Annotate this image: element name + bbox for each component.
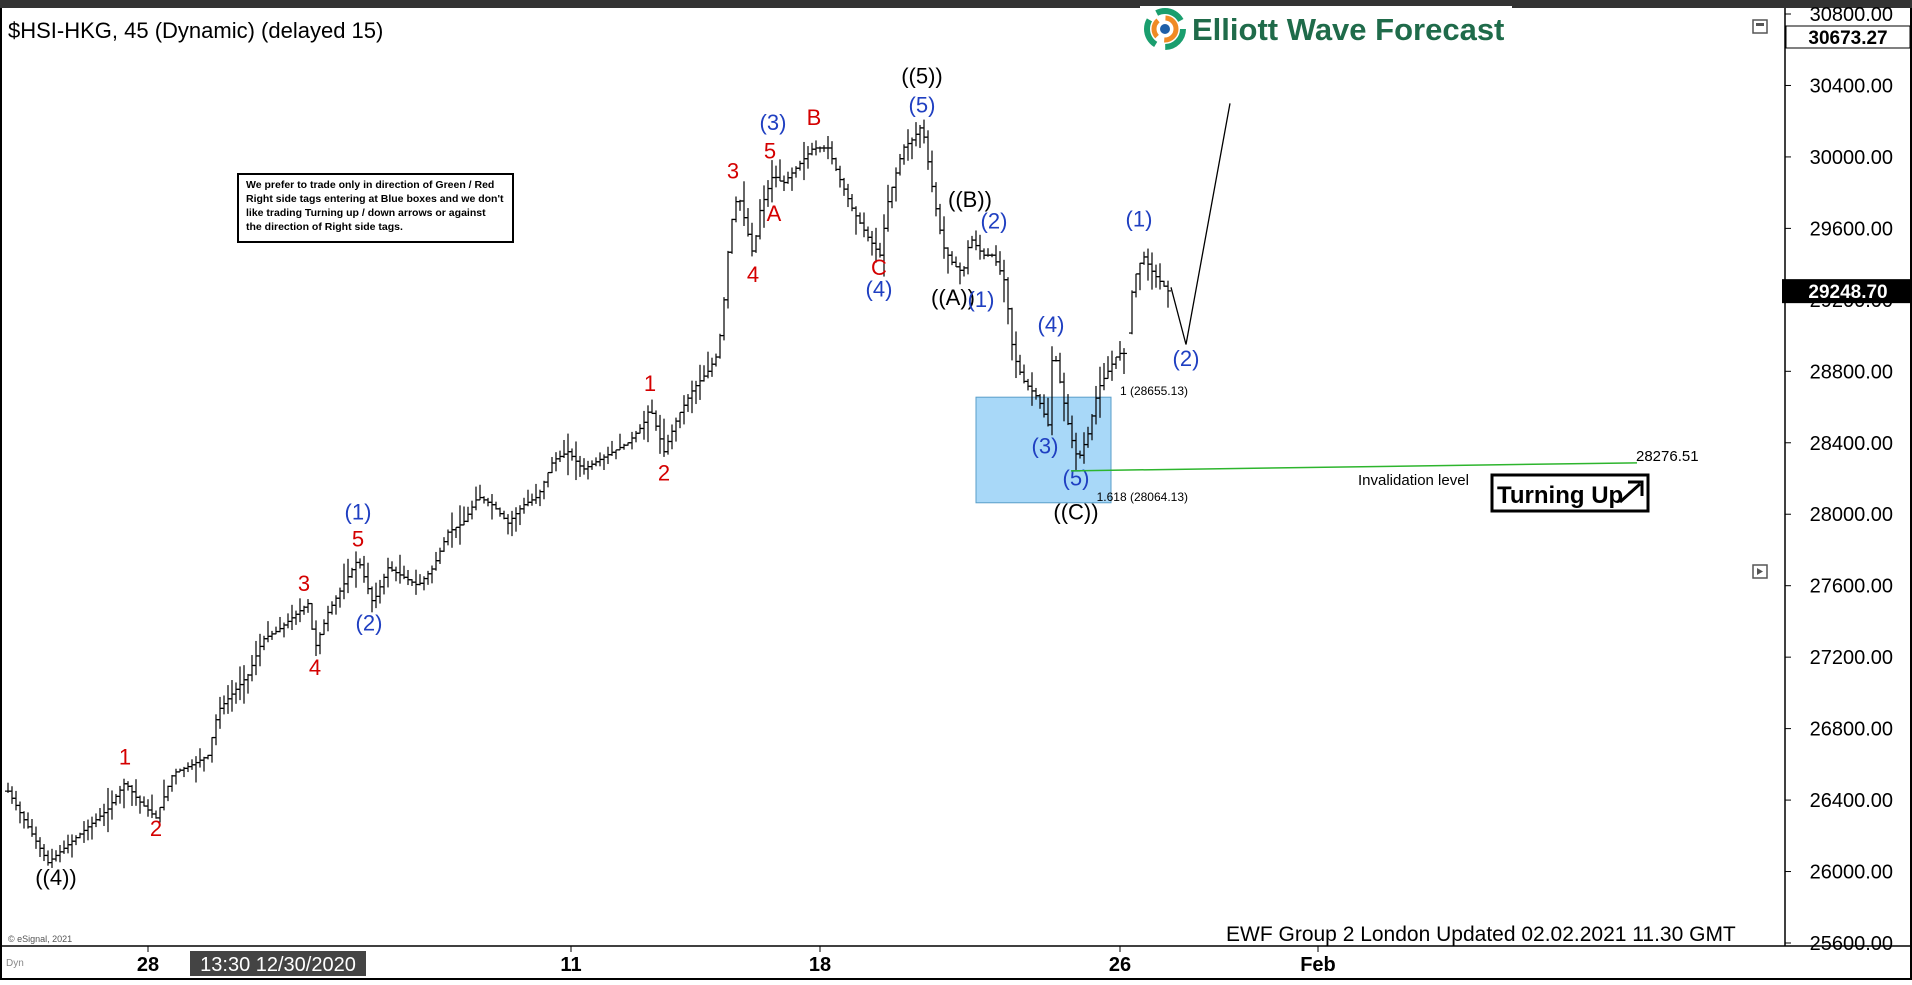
wave-label: 2 [150,816,162,841]
y-tick-label: 30000.00 [1810,147,1893,169]
projection-line [1170,103,1231,345]
wave-label: (2) [1173,346,1200,371]
wave-label: (5) [909,92,936,117]
dyn-label: Dyn [6,958,24,969]
symbol-title: $HSI-HKG, 45 (Dynamic) (delayed 15) [8,18,383,43]
north-east-arrow-icon [1618,480,1644,504]
y-tick-label: 28400.00 [1810,433,1893,455]
brand-logo: Elliott Wave Forecast [1140,6,1512,56]
y-tick-label: 26400.00 [1810,790,1893,812]
last-price-box: 29248.70 [1782,279,1910,304]
y-tick-label: 30800.00 [1810,4,1893,26]
wave-label: 5 [352,526,364,551]
copyright-text: © eSignal, 2021 [8,934,72,944]
fib-1618-label: 1.618 (28064.13) [1097,490,1188,504]
panel-menu-icon[interactable] [1752,19,1768,34]
brand-name: Elliott Wave Forecast [1192,12,1504,47]
wave-label: B [807,105,822,130]
wave-label: ((A)) [931,285,975,310]
y-tick-label: 25600.00 [1810,933,1893,955]
wave-label: (1) [1126,207,1153,232]
note-line-2: Right side tags entering at Blue boxes a… [246,193,504,205]
cursor-time-label: 13:30 12/30/2020 [190,951,366,976]
scroll-right-icon[interactable] [1752,564,1768,579]
y-tick-label: 27600.00 [1810,576,1893,598]
invalidation-price: 28276.51 [1636,448,1699,465]
note-line-4: the direction of Right side tags. [246,221,403,233]
wave-label: (4) [1038,312,1065,337]
x-axis-ticks: 28 11 18 26 Feb [137,946,1336,976]
svg-text:13:30 12/30/2020: 13:30 12/30/2020 [200,954,356,976]
ohlc-bar [1121,348,1127,374]
wave-label: 1 [119,744,131,769]
invalidation-line [1070,462,1638,472]
y-tick-label: 28800.00 [1810,361,1893,383]
x-tick-label: 18 [809,954,831,976]
wave-label: 5 [764,139,776,164]
wave-label: 4 [309,655,321,680]
wave-label: ((C)) [1053,500,1098,525]
wave-label: ((B)) [948,187,992,212]
y-tick-label: 29600.00 [1810,218,1893,240]
wave-label: C [871,255,887,280]
wave-label: ((5)) [901,64,943,89]
wave-labels: ((4))1234(1)5(2)1234(3)5ABC(4)((5))(5)((… [35,64,1199,890]
y-tick-label: 28000.00 [1810,504,1893,526]
wave-label: 4 [747,262,759,287]
wave-label: 2 [658,460,670,485]
svg-text:30673.27: 30673.27 [1808,28,1887,49]
top-price-box: 30673.27 [1785,25,1911,49]
y-tick-label: 26000.00 [1810,862,1893,884]
wave-label: (1) [968,287,995,312]
y-axis-ticks: 30800.0030400.0030000.0029600.0029200.00… [1785,4,1893,955]
wave-label: (5) [1063,466,1090,491]
wave-label: (1) [345,500,372,525]
x-tick-label: 26 [1109,954,1131,976]
turning-up-badge: Turning Up [1490,473,1650,513]
ohlc-bars [5,119,1171,868]
x-tick-label: 11 [560,954,581,976]
wave-label: 1 [644,371,656,396]
wave-label: (2) [981,208,1008,233]
wave-label: ((4)) [35,865,77,890]
wave-label: 3 [298,571,310,596]
update-text: EWF Group 2 London Updated 02.02.2021 11… [1226,923,1736,946]
top-band [0,0,1912,8]
wave-label: (3) [1032,433,1059,458]
svg-text:29248.70: 29248.70 [1808,282,1887,303]
wave-label: (3) [760,110,787,135]
turning-up-text: Turning Up [1497,482,1623,509]
y-tick-label: 30400.00 [1810,75,1893,97]
projection-path [1170,103,1231,345]
note-line-3: like trading Turning up / down arrows or… [246,207,486,219]
x-tick-label: 28 [137,954,159,976]
wave-label: (2) [356,610,383,635]
y-tick-label: 26800.00 [1810,719,1893,741]
x-tick-label: Feb [1300,954,1336,976]
wave-label: A [767,201,782,226]
brand-swirl-icon [1144,8,1186,50]
fib-1-label: 1 (28655.13) [1120,384,1188,398]
trading-note: We prefer to trade only in direction of … [237,173,514,243]
y-tick-label: 27200.00 [1810,647,1893,669]
note-line-1: We prefer to trade only in direction of … [246,179,494,191]
wave-label: 3 [727,158,739,183]
wave-label: (4) [866,276,893,301]
ohlc-bar [1165,280,1171,308]
invalidation-label: Invalidation level [1358,472,1469,489]
